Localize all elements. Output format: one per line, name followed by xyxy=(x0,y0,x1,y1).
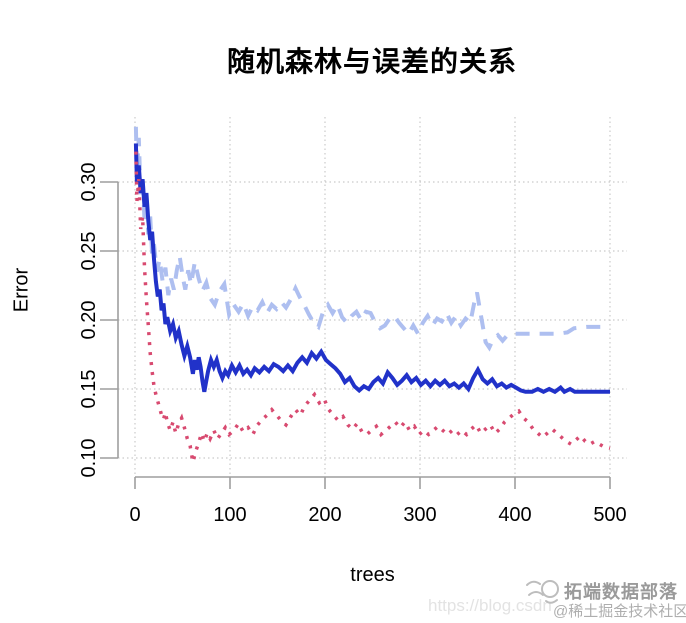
y-tick-label: 0.25 xyxy=(78,232,100,271)
x-tick-label: 500 xyxy=(593,504,626,526)
series-class-error-upper-line xyxy=(133,126,610,352)
y-tick-label: 0.10 xyxy=(78,439,100,478)
brand-logo-icon xyxy=(526,580,559,604)
x-tick-label: 0 xyxy=(129,504,140,526)
chart-title: 随机森林与误差的关系 xyxy=(226,47,517,78)
y-tick-label: 0.20 xyxy=(78,301,100,340)
series-oob-error-line xyxy=(133,143,610,395)
x-tick-label: 200 xyxy=(308,504,341,526)
x-tick-label: 300 xyxy=(403,504,436,526)
series-class-error-lower-line xyxy=(134,151,611,463)
y-tick-label: 0.30 xyxy=(78,163,100,202)
watermark-community-text: @稀土掘金技术社区 xyxy=(553,603,686,620)
x-tick-label: 100 xyxy=(213,504,246,526)
x-axis-label: trees xyxy=(350,564,395,586)
y-tick-label: 0.15 xyxy=(78,370,100,409)
watermark-brand-text: 拓端数据部落 xyxy=(564,582,678,602)
watermark-url-text: https://blog.csdn xyxy=(428,596,552,615)
x-tick-label: 400 xyxy=(498,504,531,526)
